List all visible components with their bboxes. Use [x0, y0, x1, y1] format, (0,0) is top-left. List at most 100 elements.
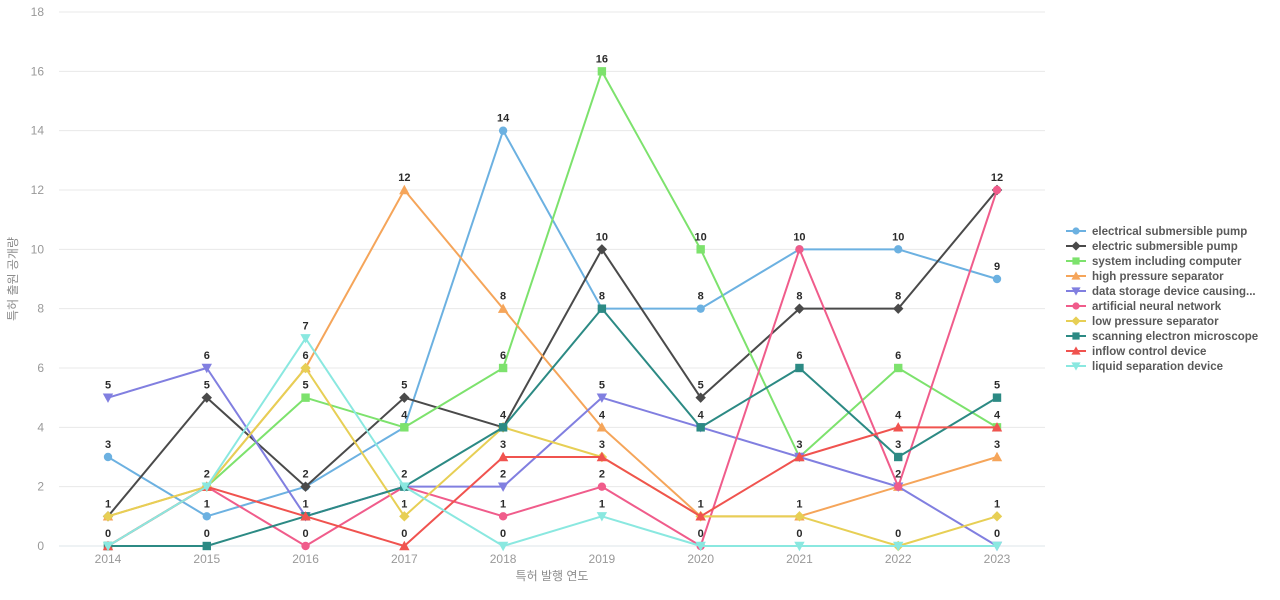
series-electric-submersible-pump — [102, 184, 1003, 522]
point-label: 2 — [302, 469, 308, 481]
legend-label: high pressure separator — [1092, 271, 1224, 283]
point-label: 8 — [796, 291, 802, 303]
marker-diamond — [300, 362, 311, 374]
legend-item-scanning-electron-microscope[interactable]: scanning electron microscope — [1066, 331, 1258, 343]
marker-diamond — [991, 511, 1003, 522]
marker-triangle-down — [991, 541, 1003, 552]
x-axis-title: 특허 발행 연도 — [516, 568, 589, 583]
series-high-pressure-separator — [102, 184, 1003, 521]
point-label: 6 — [500, 350, 506, 362]
x-tick-2015: 2015 — [193, 552, 220, 566]
marker-diamond — [102, 511, 114, 522]
marker-triangle-down — [893, 541, 904, 552]
x-tick-2018: 2018 — [490, 552, 517, 566]
legend-label: system including computer — [1092, 256, 1242, 268]
legend-label: electrical submersible pump — [1092, 226, 1247, 238]
point-label: 2 — [599, 469, 605, 481]
y-tick-4: 4 — [37, 420, 44, 434]
point-label: 2 — [204, 469, 210, 481]
marker-triangle-up — [1071, 271, 1081, 280]
y-tick-12: 12 — [31, 183, 45, 197]
legend-item-system-including-computer[interactable]: system including computer — [1066, 256, 1242, 268]
marker-circle — [1072, 227, 1080, 235]
point-label: 0 — [401, 528, 407, 540]
point-label: 2 — [895, 469, 901, 481]
point-label: 3 — [895, 439, 901, 451]
marker-diamond — [300, 481, 311, 492]
marker-triangle-down — [497, 482, 509, 492]
legend-item-low-pressure-separator[interactable]: low pressure separator — [1066, 316, 1219, 328]
point-label: 5 — [994, 380, 1000, 392]
y-tick-0: 0 — [37, 539, 44, 553]
series-line — [107, 337, 998, 547]
x-tick-2022: 2022 — [885, 552, 912, 566]
point-label: 2 — [401, 469, 407, 481]
marker-diamond — [794, 303, 805, 314]
series-line — [107, 189, 998, 518]
marker-triangle-up — [596, 451, 608, 462]
legend-item-liquid-separation-device[interactable]: liquid separation device — [1066, 361, 1223, 373]
legend-item-high-pressure-separator[interactable]: high pressure separator — [1066, 271, 1224, 283]
point-label: 3 — [796, 439, 802, 451]
legend-item-artificial-neural-network[interactable]: artificial neural network — [1066, 301, 1222, 313]
marker-circle — [301, 541, 310, 551]
point-label: 5 — [302, 380, 308, 392]
point-label: 3 — [599, 439, 605, 451]
y-axis-title: 특허 출원 공개량 — [6, 237, 20, 321]
y-tick-8: 8 — [37, 302, 44, 316]
legend-item-electric-submersible-pump[interactable]: electric submersible pump — [1066, 241, 1238, 253]
marker-triangle-down — [201, 482, 212, 492]
x-axis-ticks: 2014 2015 2016 2017 2018 2019 2020 2021 2022 2023 — [95, 552, 1011, 566]
point-label: 1 — [994, 498, 1000, 510]
marker-triangle-up — [399, 540, 410, 551]
x-tick-2017: 2017 — [391, 552, 418, 566]
point-label: 6 — [302, 350, 308, 362]
x-tick-2019: 2019 — [589, 552, 616, 566]
legend-item-data-storage-device-causing[interactable]: data storage device causing... — [1066, 286, 1256, 298]
point-label: 5 — [698, 380, 704, 392]
marker-square — [696, 423, 705, 432]
y-tick-18: 18 — [31, 5, 45, 19]
series-line — [107, 129, 998, 518]
marker-circle — [894, 245, 903, 254]
marker-triangle-down — [1071, 362, 1081, 371]
x-tick-2016: 2016 — [292, 552, 319, 566]
legend-label: electric submersible pump — [1092, 241, 1238, 253]
point-label: 10 — [695, 231, 707, 243]
legend-label: inflow control device — [1092, 346, 1206, 358]
marker-diamond — [1071, 241, 1081, 251]
marker-square — [1072, 332, 1080, 340]
marker-diamond — [1071, 316, 1081, 326]
marker-triangle-up — [497, 451, 509, 462]
series-electrical-submersible-pump — [103, 126, 1002, 521]
legend-item-inflow-control-device[interactable]: inflow control device — [1066, 346, 1206, 358]
point-label: 8 — [599, 291, 605, 303]
point-label: 1 — [698, 498, 704, 510]
marker-circle — [992, 274, 1002, 284]
marker-circle — [498, 126, 508, 135]
marker-triangle-up — [399, 184, 410, 195]
series-inflow-control-device — [102, 422, 1003, 551]
marker-diamond — [201, 392, 212, 403]
marker-diamond — [794, 511, 805, 522]
legend-label: scanning electron microscope — [1092, 331, 1258, 343]
marker-triangle-up — [893, 422, 904, 432]
series-line — [107, 307, 998, 547]
point-label: 7 — [302, 320, 308, 332]
point-label: 8 — [500, 291, 506, 303]
marker-triangle-up — [695, 511, 706, 521]
legend-label: data storage device causing... — [1092, 286, 1256, 298]
marker-square — [202, 541, 211, 551]
marker-diamond — [399, 392, 410, 403]
point-label: 4 — [895, 409, 902, 421]
point-label: 1 — [401, 498, 407, 510]
point-label: 5 — [204, 380, 210, 392]
legend-item-electrical-submersible-pump[interactable]: electrical submersible pump — [1066, 226, 1247, 238]
x-tick-2023: 2023 — [984, 552, 1011, 566]
marker-square — [1072, 257, 1080, 265]
point-label: 6 — [796, 350, 802, 362]
point-label: 4 — [500, 409, 507, 421]
point-label: 1 — [500, 498, 506, 510]
marker-square — [597, 304, 607, 313]
marker-triangle-down — [102, 541, 114, 552]
